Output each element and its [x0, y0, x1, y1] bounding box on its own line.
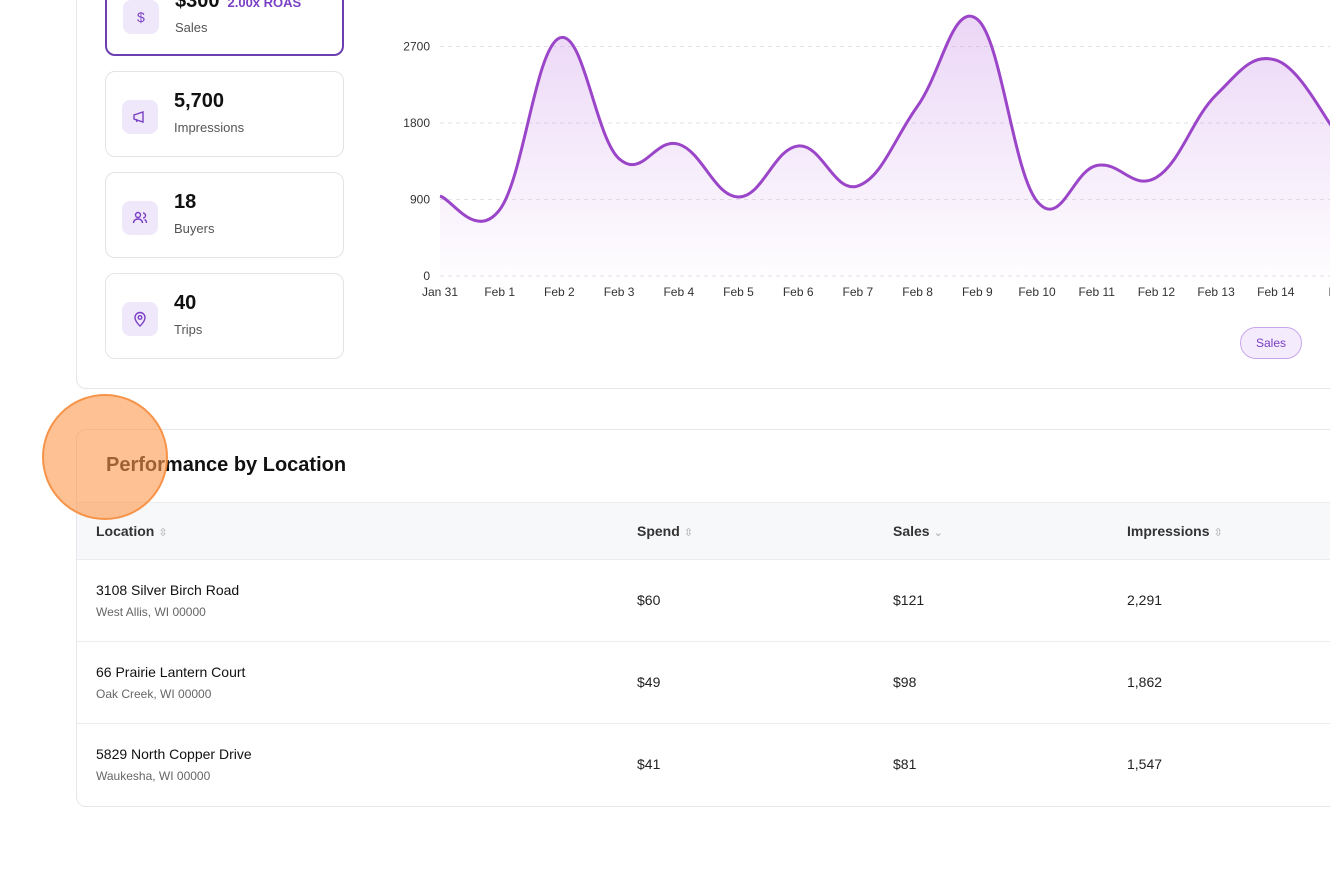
location-address: 3108 Silver Birch Road — [96, 582, 240, 598]
users-icon — [122, 201, 158, 235]
dollar-icon: $ — [123, 0, 159, 34]
metric-card-impressions[interactable]: 5,700 Impressions — [105, 71, 344, 157]
metric-label: Impressions — [174, 120, 245, 135]
metric-card-sales[interactable]: $ $300 2.00x ROAS Sales — [105, 0, 344, 56]
location-address: 66 Prairie Lantern Court — [96, 664, 246, 680]
impressions-cell: 1,547 — [1127, 756, 1163, 772]
metric-value: 5,700 — [174, 90, 225, 112]
spend-cell: $49 — [637, 674, 661, 690]
sort-updown-icon: ⇳ — [1213, 527, 1223, 539]
metric-value: 18 — [174, 191, 197, 213]
sales-cell: $98 — [893, 674, 917, 690]
x-tick-label: Feb 12 — [1138, 285, 1176, 299]
x-tick-label: Feb 13 — [1197, 285, 1235, 299]
metric-label: Buyers — [174, 221, 215, 236]
y-tick-label: 2700 — [403, 40, 430, 54]
location-city: Oak Creek, WI 00000 — [96, 687, 212, 701]
map-pin-icon — [122, 302, 158, 336]
x-tick-label: Feb 2 — [544, 285, 575, 299]
location-city: West Allis, WI 00000 — [96, 605, 206, 619]
spend-cell: $60 — [637, 592, 661, 608]
megaphone-icon — [122, 100, 158, 134]
sales-cell: $121 — [893, 592, 925, 608]
table-row[interactable]: 3108 Silver Birch Road West Allis, WI 00… — [77, 560, 1330, 642]
x-tick-label: Feb 6 — [783, 285, 814, 299]
column-header-impressions[interactable]: Impressions ⇳ — [1127, 523, 1223, 539]
metric-label: Sales — [175, 20, 208, 35]
spend-cell: $41 — [637, 756, 661, 772]
column-header-sales[interactable]: Sales ⌄ — [893, 523, 943, 539]
y-tick-label: 0 — [423, 269, 430, 283]
x-tick-label: Feb 11 — [1078, 285, 1115, 299]
x-tick-label: Feb 1 — [484, 285, 515, 299]
sales-area — [440, 16, 1330, 276]
svg-text:$: $ — [137, 9, 145, 25]
sort-updown-icon: ⇳ — [683, 527, 693, 539]
x-tick-label: Feb 10 — [1018, 285, 1056, 299]
metric-value: 40 — [174, 292, 197, 314]
x-tick-label: Feb 8 — [902, 285, 933, 299]
table-row[interactable]: 66 Prairie Lantern Court Oak Creek, WI 0… — [77, 642, 1330, 724]
sales-line — [439, 14, 1330, 223]
sort-down-icon: ⌄ — [933, 527, 943, 539]
table-row[interactable]: 5829 North Copper Drive Waukesha, WI 000… — [77, 724, 1330, 806]
x-tick-label: Fe — [1328, 285, 1330, 299]
impressions-cell: 2,291 — [1127, 592, 1163, 608]
y-tick-label: 900 — [410, 193, 430, 207]
location-performance-table: Performance by Location Location ⇳ Spend ⇳… — [76, 429, 1330, 807]
x-tick-label: Feb 14 — [1257, 285, 1295, 299]
metric-card-buyers[interactable]: 18 Buyers — [105, 172, 344, 258]
sort-updown-icon: ⇳ — [158, 527, 168, 539]
x-tick-label: Feb 9 — [962, 285, 993, 299]
roas-badge: 2.00x ROAS — [227, 0, 302, 10]
metric-card-trips[interactable]: 40 Trips — [105, 273, 344, 359]
metric-label: Trips — [174, 322, 203, 337]
legend-sales[interactable]: Sales — [1240, 327, 1302, 359]
column-header-location[interactable]: Location ⇳ — [96, 523, 168, 539]
sales-line-chart: 0 900 1800 2700 Jan 31 Feb 1 Feb 2 Feb 3 Feb 4 F… — [403, 14, 1330, 299]
impressions-cell: 1,862 — [1127, 674, 1163, 690]
location-address: 5829 North Copper Drive — [96, 746, 252, 762]
x-tick-label: Feb 7 — [843, 285, 874, 299]
table-title: Performance by Location — [106, 454, 347, 476]
y-tick-label: 1800 — [403, 116, 430, 130]
metric-value: $300 — [175, 0, 220, 12]
location-city: Waukesha, WI 00000 — [96, 769, 211, 783]
x-tick-label: Feb 5 — [723, 285, 754, 299]
x-tick-label: Feb 4 — [663, 285, 694, 299]
column-header-spend[interactable]: Spend ⇳ — [637, 523, 693, 539]
sales-cell: $81 — [893, 756, 917, 772]
x-tick-label: Jan 31 — [422, 285, 458, 299]
table-header: Location ⇳ Spend ⇳ Sales ⌄ Impressions ⇳ — [77, 502, 1330, 560]
x-tick-label: Feb 3 — [604, 285, 635, 299]
